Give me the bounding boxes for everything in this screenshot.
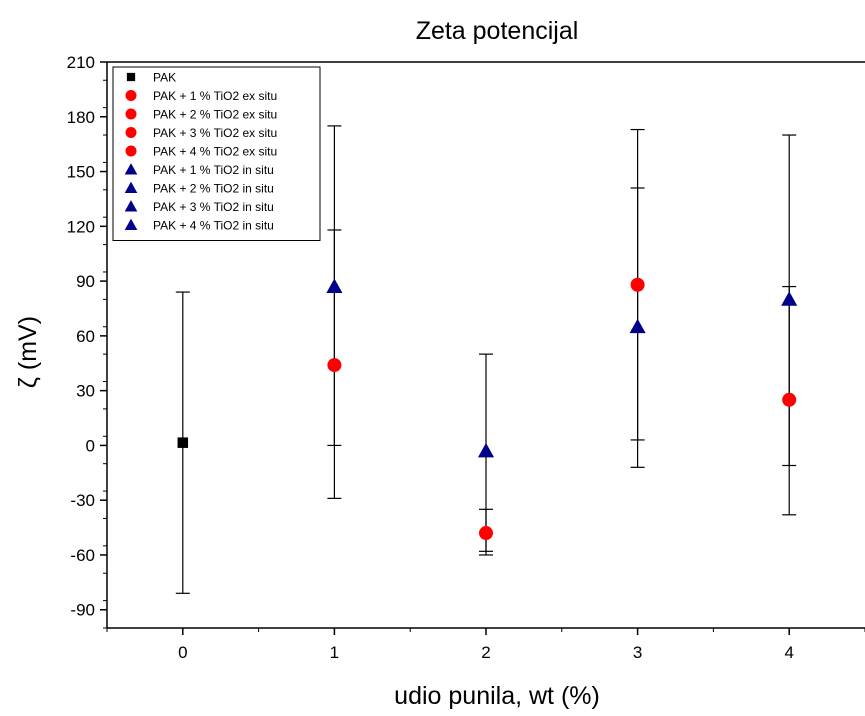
legend-marker-circle — [125, 108, 137, 120]
y-tick-label: 210 — [67, 53, 95, 72]
legend-entry: PAK + 4 % TiO2 in situ — [153, 219, 274, 233]
y-tick-label: 180 — [67, 108, 95, 127]
legend-marker-circle — [125, 90, 137, 101]
y-tick-label: 30 — [76, 382, 95, 401]
x-axis-label: udio punila, wt (%) — [394, 682, 600, 710]
y-tick-label: 60 — [76, 327, 95, 346]
data-point-circle — [479, 526, 493, 541]
data-point-circle — [782, 392, 797, 407]
legend-marker-square — [126, 72, 136, 82]
legend-marker-circle — [125, 145, 137, 157]
legend-entry: PAK — [153, 71, 176, 85]
legend-marker-circle — [125, 127, 137, 138]
y-tick-label: -60 — [70, 546, 95, 565]
legend-entry: PAK + 2 % TiO2 ex situ — [153, 108, 277, 122]
data-point-square — [177, 437, 189, 448]
legend-entry: PAK + 1 % TiO2 ex situ — [153, 89, 277, 103]
legend-entry: PAK + 1 % TiO2 in situ — [153, 163, 274, 177]
data-point-triangle — [629, 318, 646, 334]
x-tick-label: 1 — [330, 643, 339, 662]
legend-marker-triangle — [124, 181, 138, 194]
legend-box — [112, 66, 321, 241]
data-point-triangle — [326, 278, 343, 294]
legend-marker-triangle — [124, 218, 138, 231]
data-point-triangle — [781, 291, 798, 306]
y-tick-label: -90 — [70, 601, 95, 620]
y-tick-label: -30 — [70, 491, 95, 510]
legend-entry: PAK + 3 % TiO2 in situ — [153, 200, 274, 214]
x-tick-label: 3 — [633, 643, 642, 662]
chart-title: Zeta potencijal — [416, 17, 579, 45]
y-tick-label: 90 — [76, 272, 95, 291]
y-axis-label: ζ (mV) — [14, 316, 42, 388]
legend-entry: PAK + 3 % TiO2 ex situ — [153, 126, 277, 140]
plot-area: 210 180 150 120 90 60 30 0 -30 -60 -90 0 1 2 3 4 — [67, 53, 865, 662]
legend-entry: PAK + 2 % TiO2 in situ — [153, 182, 274, 196]
legend-marker-triangle — [124, 163, 138, 175]
legend-marker-triangle — [124, 200, 138, 212]
x-tick-label: 4 — [784, 643, 793, 662]
x-tick-label: 2 — [481, 643, 490, 662]
y-tick-label: 120 — [67, 217, 95, 236]
y-tick-label: 0 — [86, 436, 95, 455]
legend-entry: PAK + 4 % TiO2 ex situ — [153, 145, 277, 159]
legend: PAK PAK + 1 % TiO2 ex situ PAK + 2 % TiO2 … — [112, 66, 321, 241]
y-tick-label: 150 — [67, 163, 95, 182]
x-tick-label: 0 — [178, 643, 187, 662]
data-point-triangle — [477, 442, 495, 458]
data-point-circle — [327, 358, 342, 373]
data-point-circle — [630, 277, 645, 292]
